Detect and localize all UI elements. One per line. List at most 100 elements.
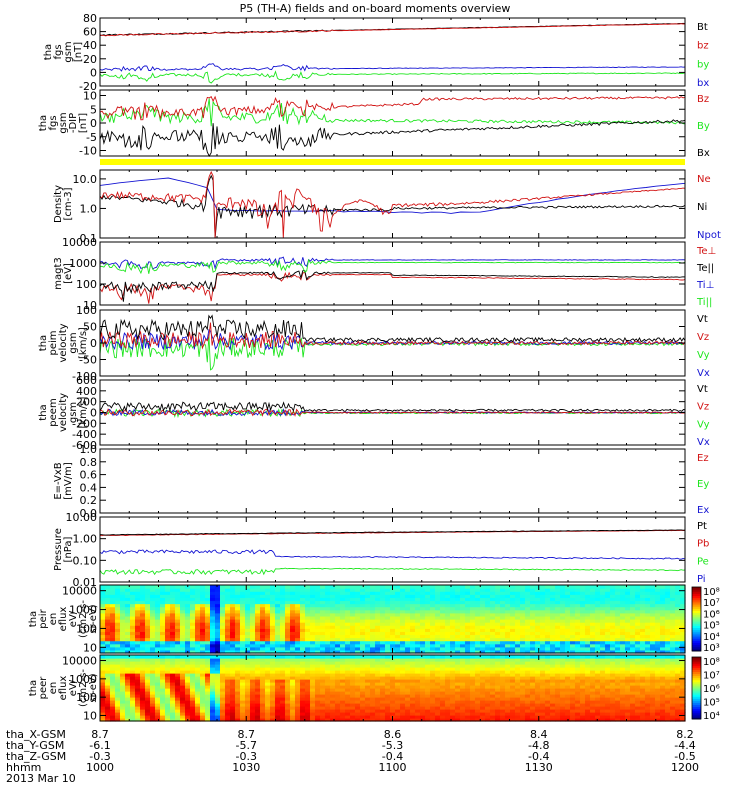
spectrogram-cell (485, 688, 491, 692)
spectrogram-cell (420, 609, 426, 614)
spectrogram-cell (260, 691, 266, 695)
spectrogram-cell (440, 609, 446, 614)
spectrogram-cell (155, 670, 161, 674)
spectrogram-cell (210, 694, 216, 698)
spectrogram-cell (450, 709, 456, 713)
spectrogram-cell (125, 664, 131, 668)
spectrogram-cell (665, 600, 671, 605)
spectrogram-cell (180, 622, 186, 626)
spectrogram-cell (605, 625, 611, 629)
spectrogram-cell (420, 715, 426, 719)
spectrogram-cell (615, 591, 621, 595)
spectrogram-cell (470, 594, 476, 598)
spectrogram-cell (470, 670, 476, 674)
spectrogram-cell (160, 673, 166, 677)
spectrogram-cell (490, 712, 496, 716)
spectrogram-cell (105, 585, 111, 589)
spectrogram-cell (220, 715, 226, 719)
spectrogram-cell (245, 709, 251, 713)
spectrogram-cell (125, 679, 131, 683)
spectrogram-cell (135, 612, 141, 617)
spectrogram-cell (150, 625, 156, 629)
spectrogram-cell (375, 649, 381, 654)
spectrogram-cell (260, 700, 266, 704)
spectrogram-cell (210, 682, 216, 686)
spectrogram-cell (395, 606, 401, 611)
spectrogram-cell (345, 691, 351, 695)
spectrogram-cell (485, 643, 491, 648)
spectrogram-cell (365, 718, 371, 722)
spectrogram-cell (260, 703, 266, 707)
spectrogram-cell (185, 640, 191, 645)
spectrogram-cell (650, 622, 656, 626)
spectrogram-cell (240, 661, 246, 665)
spectrogram-cell (100, 622, 106, 626)
spectrogram-cell (350, 688, 356, 692)
spectrogram-cell (395, 615, 401, 620)
spectrogram-cell (600, 625, 606, 629)
spectrogram-cell (595, 649, 601, 654)
spectrogram-cell (485, 600, 491, 605)
spectrogram-cell (635, 588, 641, 592)
spectrogram-cell (100, 631, 106, 636)
spectrogram-cell (440, 670, 446, 674)
spectrogram-cell (125, 712, 131, 716)
spectrogram-cell (540, 609, 546, 614)
spectrogram-cell (245, 628, 251, 632)
spectrogram-cell (215, 612, 221, 617)
spectrogram-cell (350, 612, 356, 617)
spectrogram-cell (120, 700, 126, 704)
y-tick-label: 10 (83, 641, 97, 654)
spectrogram-cell (430, 606, 436, 611)
spectrogram-cell (255, 697, 261, 701)
spectrogram-cell (530, 631, 536, 636)
spectrogram-cell (105, 628, 111, 632)
spectrogram-cell (470, 625, 476, 629)
spectrogram-cell (415, 634, 421, 639)
spectrogram-cell (175, 718, 181, 722)
spectrogram-cell (280, 628, 286, 632)
legend-entry: Bt (697, 22, 708, 33)
spectrogram-cell (230, 658, 236, 662)
spectrogram-cell (480, 703, 486, 707)
spectrogram-cell (525, 585, 531, 589)
spectrogram-cell (530, 591, 536, 595)
spectrogram-cell (310, 718, 316, 722)
spectrogram-cell (150, 631, 156, 636)
spectrogram-cell (140, 664, 146, 668)
spectrogram-cell (365, 594, 371, 598)
spectrogram-cell (270, 715, 276, 719)
spectrogram-cell (665, 591, 671, 595)
spectrogram-cell (480, 628, 486, 632)
spectrogram-cell (105, 682, 111, 686)
spectrogram-cell (180, 685, 186, 689)
spectrogram-cell (535, 591, 541, 595)
spectrogram-cell (580, 588, 586, 592)
spectrogram-cell (350, 676, 356, 680)
spectrogram-cell (480, 634, 486, 639)
spectrogram-cell (600, 631, 606, 636)
spectrogram-cell (570, 612, 576, 617)
spectrogram-cell (210, 603, 216, 608)
spectrogram-cell (275, 591, 281, 595)
spectrogram-cell (155, 658, 161, 662)
spectrogram-cell (450, 694, 456, 698)
spectrogram-cell (240, 585, 246, 589)
spectrogram-cell (535, 619, 541, 623)
spectrogram-cell (270, 597, 276, 602)
spectrogram-cell (350, 685, 356, 689)
spectrogram-cell (180, 606, 186, 611)
spectrogram-cell (425, 658, 431, 662)
spectrogram-cell (645, 649, 651, 654)
spectrogram-cell (140, 694, 146, 698)
spectrogram-cell (150, 606, 156, 611)
spectrogram-cell (200, 637, 206, 642)
spectrogram-cell (285, 637, 291, 642)
spectrogram-cell (665, 646, 671, 651)
spectrogram-cell (155, 703, 161, 707)
spectrogram-cell (160, 676, 166, 680)
spectrogram-cell (350, 615, 356, 620)
spectrogram-cell (335, 670, 341, 674)
spectrogram-cell (170, 673, 176, 677)
spectrogram-cell (135, 588, 141, 592)
